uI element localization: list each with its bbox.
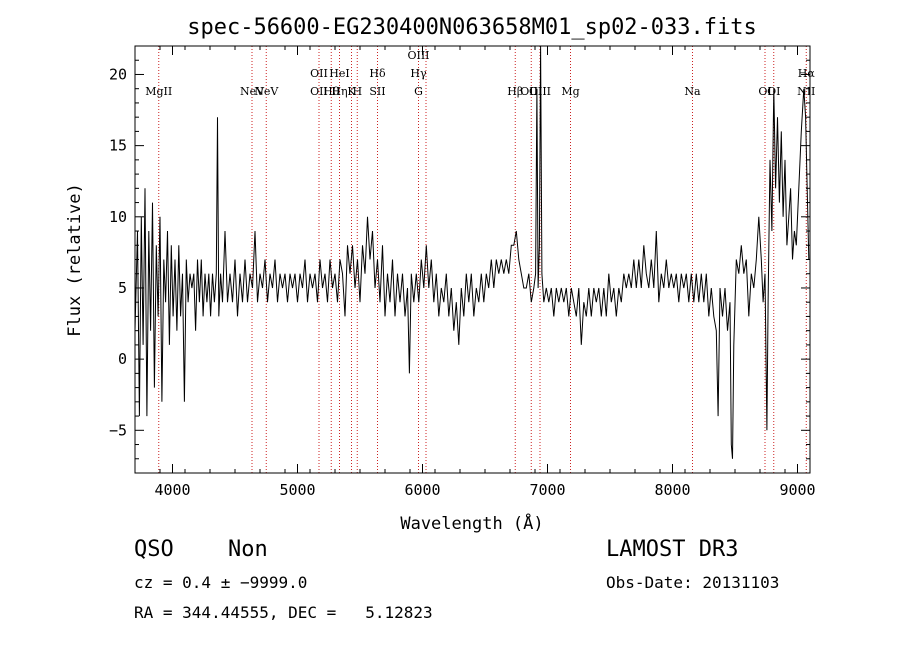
coordinates: RA = 344.44555, DEC = 5.12823 xyxy=(134,603,433,622)
plot-frame xyxy=(134,45,811,474)
object-subclass: Non xyxy=(228,537,268,562)
reference-line-label: K xyxy=(347,85,356,98)
reference-line-label: Hα xyxy=(798,67,816,80)
redshift-value: cz = 0.4 ± −9999.0 xyxy=(134,573,308,592)
reference-line-label: Hβ xyxy=(507,85,523,98)
reference-line-label: NeV xyxy=(240,85,265,98)
reference-line-label: Na xyxy=(684,85,701,98)
reference-line-label: Hη xyxy=(331,85,347,98)
reference-line-label: Hδ xyxy=(369,67,386,80)
reference-line-label: OI xyxy=(758,85,771,98)
reference-line-label: H xyxy=(352,85,362,98)
x-tick-label: 7000 xyxy=(529,481,565,499)
reference-line-label: Mg xyxy=(561,85,579,98)
x-tick-label: 9000 xyxy=(779,481,815,499)
chart-title: spec-56600-EG230400N063658M01_sp02-033.f… xyxy=(187,15,757,40)
spectrum-line xyxy=(134,45,810,459)
reference-line-label: OIII xyxy=(407,49,429,62)
reference-line-label: SII xyxy=(369,85,385,98)
y-tick-label: 0 xyxy=(118,350,127,368)
reference-line-label: OII xyxy=(310,85,328,98)
axis-ticks: 4000 5000 6000 7000 8000 9000 −5 0 5 10 15 20 xyxy=(109,45,816,499)
reference-line-label: Hγ xyxy=(410,67,427,80)
x-tick-label: 4000 xyxy=(154,481,190,499)
x-tick-label: 6000 xyxy=(404,481,440,499)
y-axis-label: Flux (relative) xyxy=(65,183,85,337)
reference-line-label: MgII xyxy=(145,85,172,98)
x-tick-label: 5000 xyxy=(279,481,315,499)
reference-line-label: NeV xyxy=(254,85,279,98)
reference-line-label: NII xyxy=(797,85,815,98)
y-tick-label: −5 xyxy=(109,421,127,439)
reference-line-label: G xyxy=(414,85,423,98)
y-tick-label: 20 xyxy=(109,65,127,83)
survey-name: LAMOST DR3 xyxy=(606,537,739,562)
y-tick-label: 10 xyxy=(109,208,127,226)
x-axis-label: Wavelength (Å) xyxy=(400,512,543,534)
observation-date: Obs-Date: 20131103 xyxy=(606,573,780,592)
object-class: QSO xyxy=(134,537,174,562)
x-tick-label: 8000 xyxy=(654,481,690,499)
reference-line-label: OII xyxy=(310,67,328,80)
y-tick-label: 5 xyxy=(118,279,127,297)
reference-line-label: HeI xyxy=(329,67,349,80)
reference-line-label: Hθ xyxy=(323,85,340,98)
y-tick-label: 15 xyxy=(109,137,127,155)
